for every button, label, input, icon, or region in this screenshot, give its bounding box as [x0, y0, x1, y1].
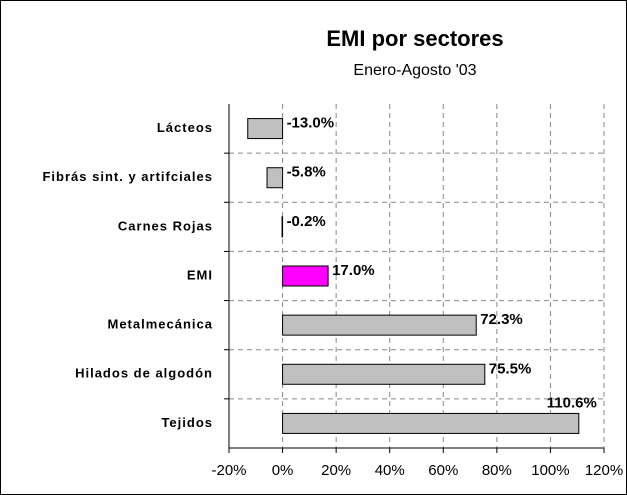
value-label: -0.2%	[287, 213, 326, 230]
x-tick-label: 80%	[482, 462, 512, 479]
chart-title: EMI por sectores	[326, 26, 503, 51]
x-tick-label: -20%	[211, 462, 246, 479]
value-label: 72.3%	[480, 311, 523, 328]
value-label: 110.6%	[547, 394, 597, 411]
y-tick-label: Hilados de algodón	[75, 366, 213, 381]
y-tick-label: Fibrás sint. y artifciales	[42, 169, 213, 184]
value-label: 75.5%	[489, 360, 532, 377]
value-label: -5.8%	[287, 164, 326, 181]
x-tick-label: 100%	[531, 462, 569, 479]
value-label: -13.0%	[287, 115, 335, 132]
bar	[282, 363, 486, 385]
x-tick-label: 60%	[428, 462, 458, 479]
y-tick-label: Lácteos	[157, 120, 213, 135]
x-tick-label: 120%	[585, 462, 623, 479]
bar	[247, 118, 284, 140]
y-tick-label: Tejidos	[161, 415, 213, 430]
bar	[281, 216, 284, 238]
bar	[282, 265, 329, 287]
bar	[282, 314, 477, 336]
x-tick-label: 20%	[321, 462, 351, 479]
y-tick-label: EMI	[187, 267, 213, 282]
x-tick-label: 0%	[272, 462, 294, 479]
bar	[266, 167, 284, 189]
x-tick-label: 40%	[375, 462, 405, 479]
bar	[282, 412, 580, 434]
chart-subtitle: Enero-Agosto '03	[353, 62, 476, 79]
value-label: 17.0%	[332, 262, 375, 279]
y-tick-label: Metalmecánica	[108, 317, 214, 332]
y-tick-label: Carnes Rojas	[118, 218, 213, 233]
